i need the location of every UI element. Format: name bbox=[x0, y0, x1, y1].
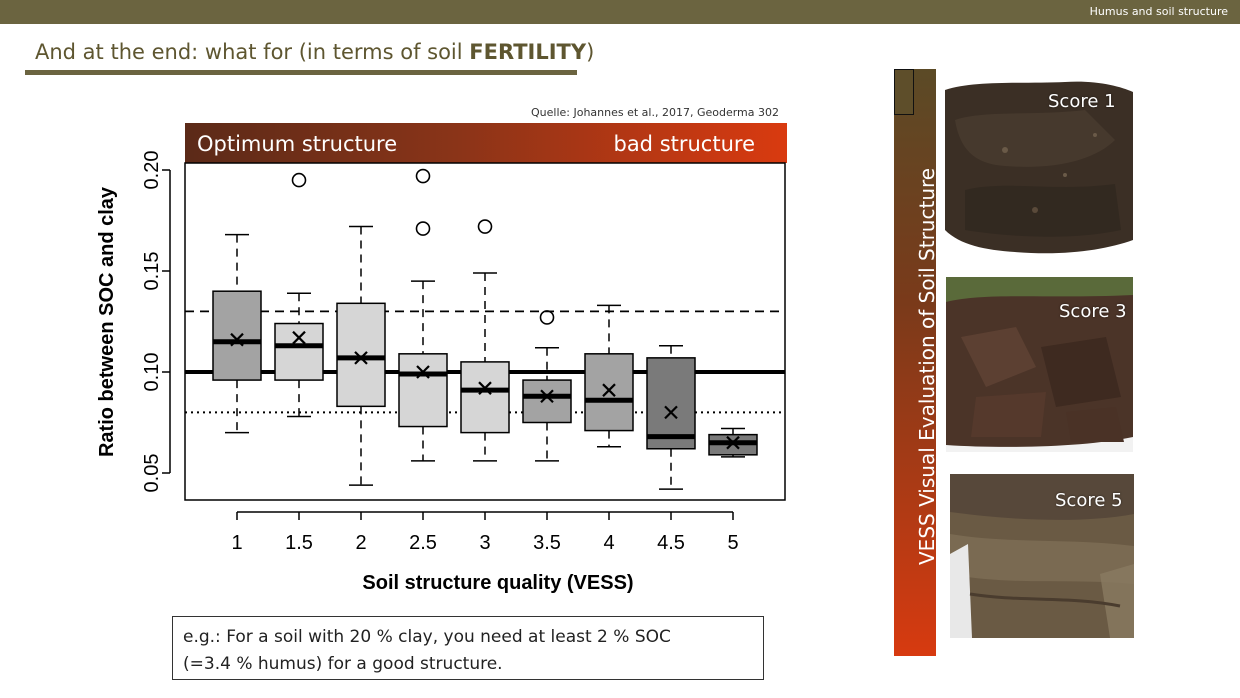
soil-photo-score-5: Score 5 bbox=[950, 474, 1134, 638]
vess-side-bar bbox=[894, 69, 936, 656]
box-2-5-outlier-1 bbox=[415, 221, 431, 236]
box-1-body bbox=[212, 290, 262, 381]
structure-gradient-band: Optimum structure bad structure bbox=[185, 123, 787, 163]
section-label: Humus and soil structure bbox=[1089, 5, 1228, 18]
box-3-5-body bbox=[522, 379, 572, 424]
source-citation: Quelle: Johannes et al., 2017, Geoderma … bbox=[531, 106, 780, 119]
y-tick-label-1: 0.10 bbox=[141, 353, 163, 392]
note-box: e.g.: For a soil with 20 % clay, you nee… bbox=[172, 616, 764, 680]
box-4-5-mean-marker-b bbox=[664, 405, 678, 420]
soil-photo-score-3: Score 3 bbox=[946, 277, 1133, 452]
photo-label-score-5: Score 5 bbox=[1055, 490, 1123, 511]
note-line-1: e.g.: For a soil with 20 % clay, you nee… bbox=[183, 627, 671, 647]
x-tick-label-3: 2.5 bbox=[409, 532, 437, 554]
title-end: ) bbox=[586, 40, 595, 64]
note-line-2: (=3.4 % humus) for a good structure. bbox=[183, 654, 503, 674]
x-tick-label-5: 3.5 bbox=[533, 532, 561, 554]
box-3-outlier-0 bbox=[477, 219, 493, 234]
box-3-5-outlier-0 bbox=[539, 310, 555, 325]
band-left-label: Optimum structure bbox=[197, 132, 398, 156]
y-tick-label-2: 0.15 bbox=[141, 252, 163, 291]
box-2-body bbox=[336, 302, 386, 408]
x-tick-label-4: 3 bbox=[479, 532, 490, 554]
box-1-5-body bbox=[274, 322, 324, 381]
vess-label: VESS Visual Evaluation of Soil Structure bbox=[915, 167, 939, 565]
title-underline bbox=[25, 70, 577, 75]
x-tick-label-6: 4 bbox=[603, 532, 614, 554]
y-tick-label-3: 0.20 bbox=[141, 151, 163, 190]
slide-title: And at the end: what for (in terms of so… bbox=[35, 40, 594, 64]
band-right-label: bad structure bbox=[613, 132, 755, 156]
box-3-mean-marker-b bbox=[478, 381, 492, 395]
y-tick-label-0: 0.05 bbox=[141, 454, 163, 493]
box-4-5-body bbox=[646, 357, 696, 450]
box-5-mean-marker-b bbox=[726, 435, 740, 450]
x-tick-label-1: 1.5 bbox=[285, 532, 313, 554]
x-axis-title: Soil structure quality (VESS) bbox=[362, 572, 633, 594]
x-tick-label-0: 1 bbox=[231, 532, 242, 554]
vess-marker-square bbox=[894, 69, 914, 115]
box-2-mean-marker-b bbox=[354, 351, 368, 365]
y-axis-title: Ratio between SOC and clay bbox=[96, 186, 118, 457]
box-1-mean-marker-b bbox=[230, 332, 244, 347]
soil-photo-score-1: Score 1 bbox=[945, 80, 1133, 256]
box-2-5-body bbox=[398, 353, 448, 428]
title-emphasis: FERTILITY bbox=[469, 40, 587, 64]
box-2-5-outlier-0 bbox=[415, 168, 431, 184]
box-3-body bbox=[460, 361, 510, 434]
box-1-5-outlier-0 bbox=[291, 172, 307, 188]
box-4-mean-marker-b bbox=[602, 383, 616, 397]
soil-photo-score-1-image bbox=[945, 80, 1133, 256]
soil-photo-score-3-image bbox=[946, 277, 1133, 452]
x-tick-label-8: 5 bbox=[727, 532, 738, 554]
box-1-5-mean-marker-b bbox=[292, 330, 306, 345]
photo-label-score-1: Score 1 bbox=[1048, 91, 1116, 112]
box-2-5-mean-marker-b bbox=[416, 365, 430, 379]
soil-photo-score-5-image bbox=[950, 474, 1134, 638]
box-4-body bbox=[584, 353, 634, 432]
plot-frame bbox=[184, 162, 786, 501]
photo-label-score-3: Score 3 bbox=[1059, 301, 1127, 322]
box-3-5-mean-marker-b bbox=[540, 389, 554, 404]
header-bar: Humus and soil structure bbox=[0, 0, 1240, 24]
x-tick-label-7: 4.5 bbox=[657, 532, 685, 554]
title-text: And at the end: what for (in terms of so… bbox=[35, 40, 470, 64]
x-tick-label-2: 2 bbox=[355, 532, 366, 554]
